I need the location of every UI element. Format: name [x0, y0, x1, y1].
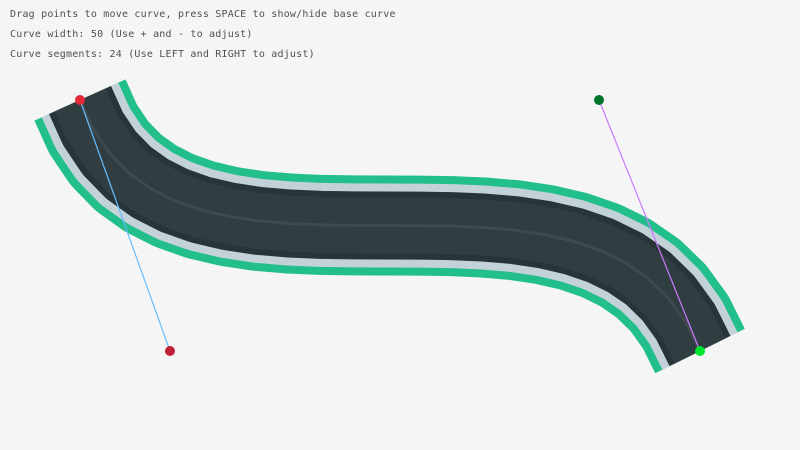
road-center-line-stroke [78, 99, 702, 352]
textured-road [34, 78, 745, 374]
curve-end-point[interactable] [695, 346, 705, 356]
instruction-drag-points: Drag points to move curve, press SPACE t… [10, 9, 396, 20]
curve-start-point[interactable] [75, 95, 85, 105]
end-tangent-line [598, 99, 701, 352]
status-curve-segments: Curve segments: 24 (Use LEFT and RIGHT t… [10, 49, 315, 60]
start-tangent-line [79, 99, 171, 352]
curve-end-tangent-point[interactable] [594, 95, 604, 105]
curve-start-tangent-point[interactable] [165, 346, 175, 356]
status-curve-width: Curve width: 50 (Use + and - to adjust) [10, 29, 253, 40]
